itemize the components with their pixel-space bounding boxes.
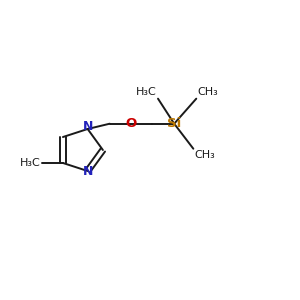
Text: CH₃: CH₃ xyxy=(197,87,218,97)
Text: N: N xyxy=(83,165,94,178)
Text: O: O xyxy=(125,117,136,130)
Text: H₃C: H₃C xyxy=(20,158,41,168)
Text: N: N xyxy=(82,120,93,133)
Text: CH₃: CH₃ xyxy=(194,150,215,160)
Text: H₃C: H₃C xyxy=(136,87,157,97)
Text: Si: Si xyxy=(167,117,181,130)
